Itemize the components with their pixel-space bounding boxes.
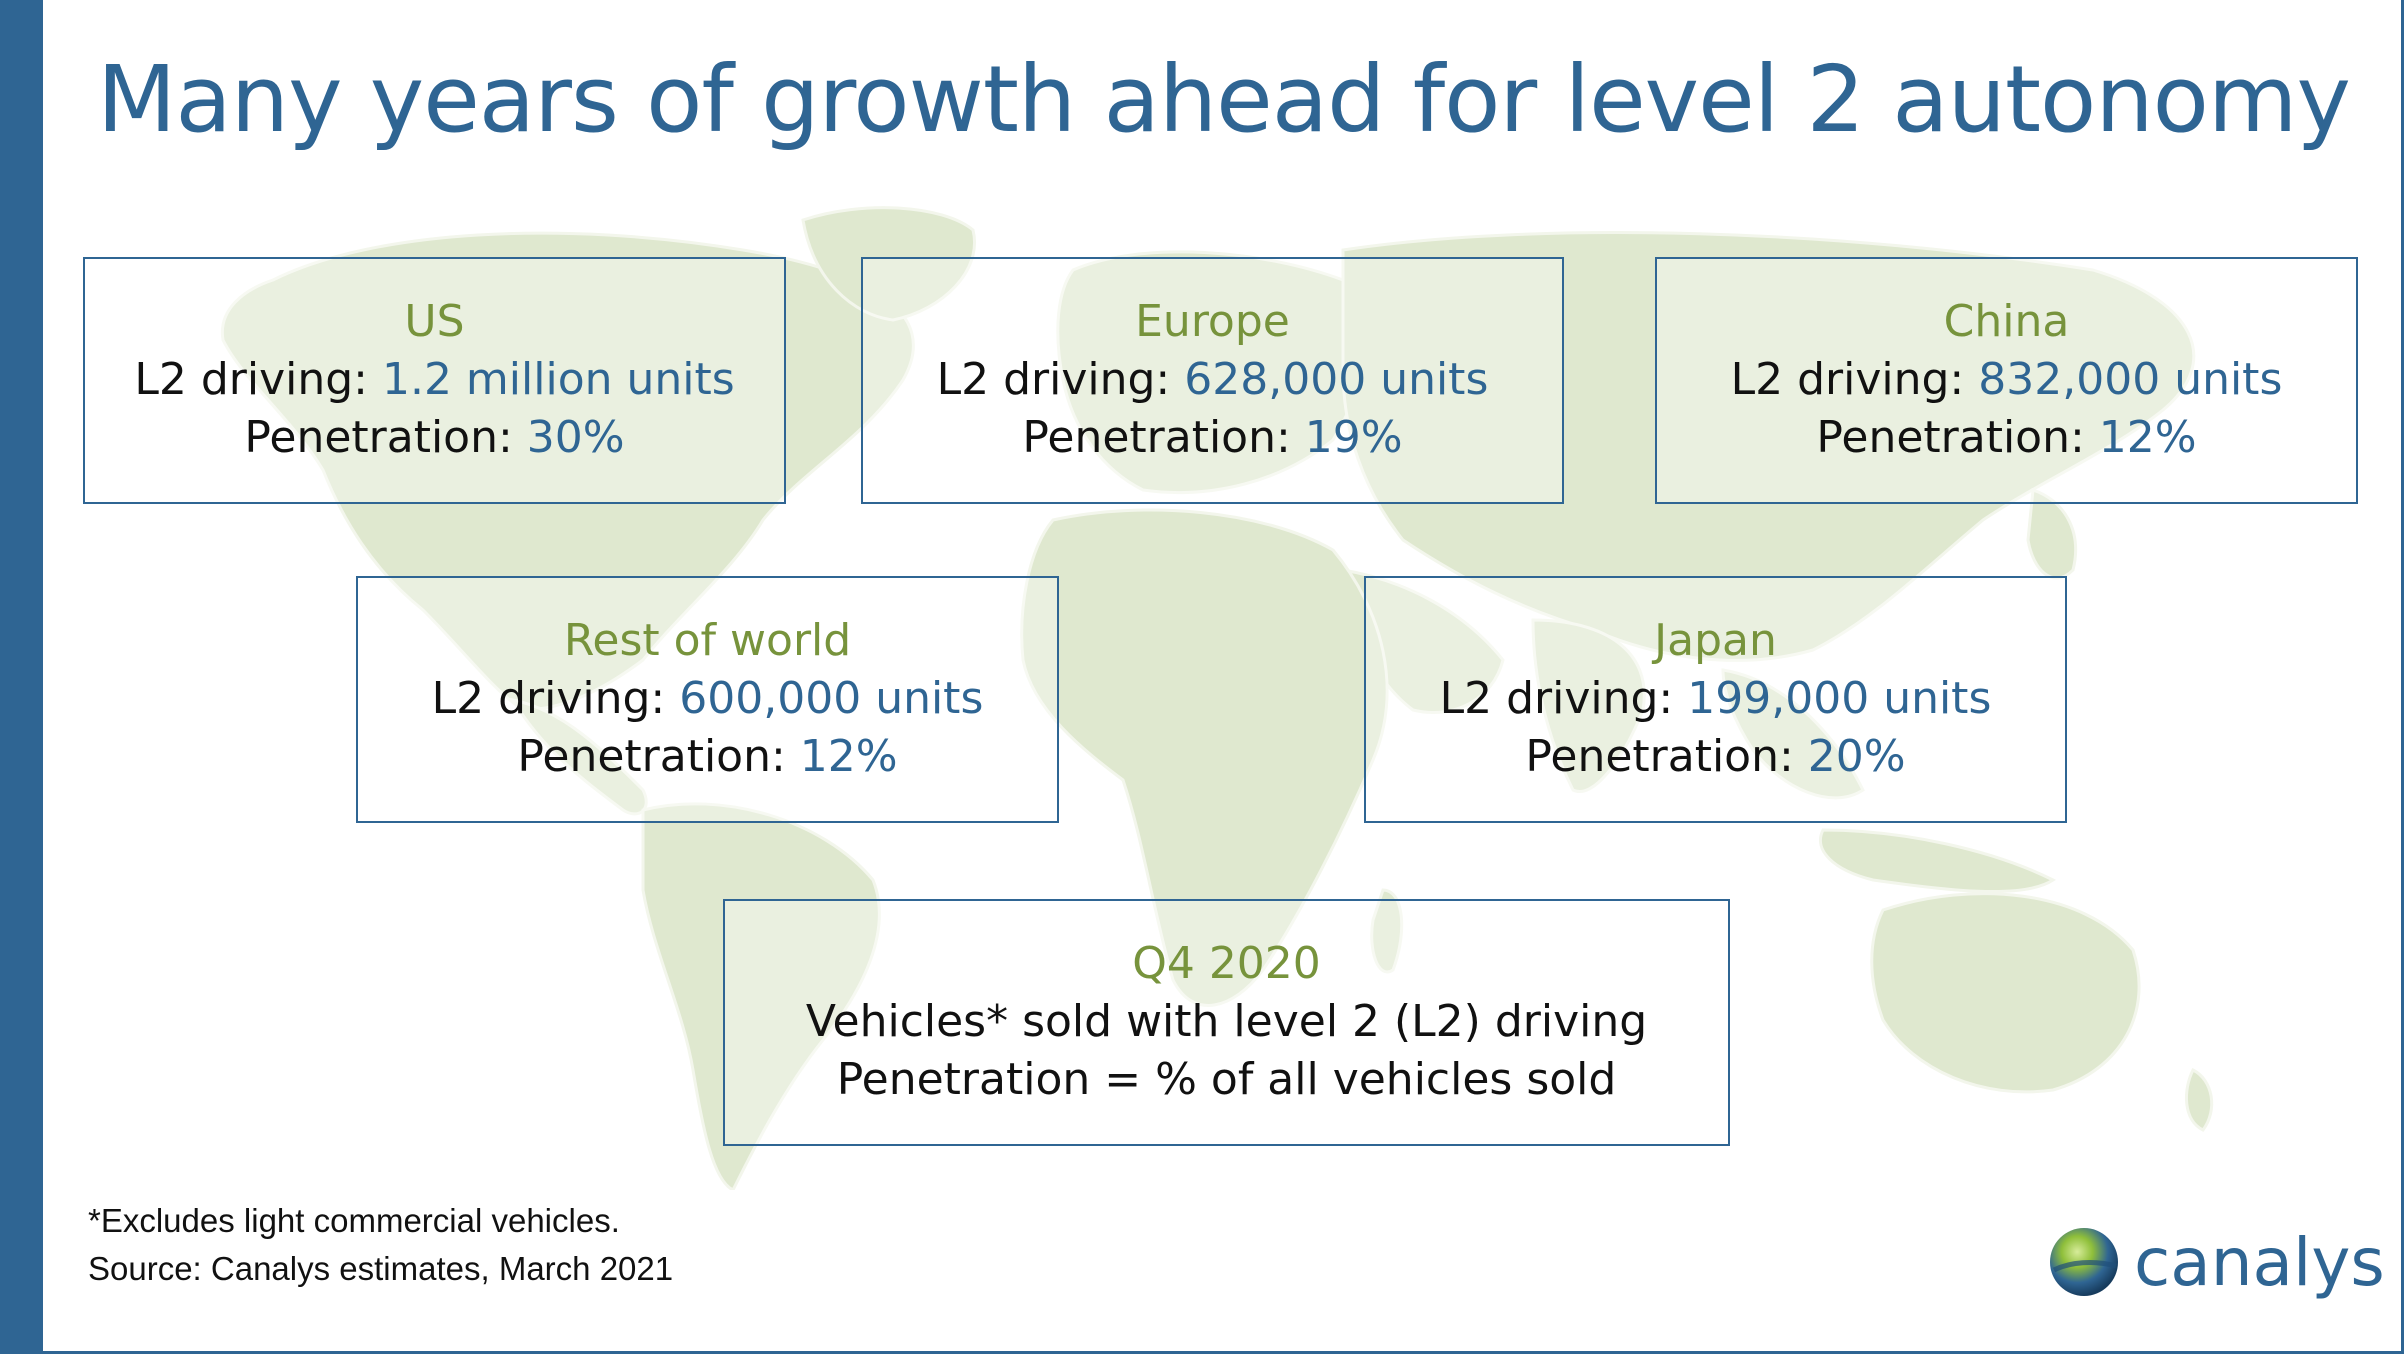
region-card-rest-of-world: Rest of world L2 driving: 600,000 units …	[356, 576, 1059, 823]
left-accent-bar	[0, 0, 43, 1354]
penetration-line: Penetration: 19%	[863, 409, 1562, 467]
l2-driving-label: L2 driving:	[1730, 354, 1979, 405]
l2-driving-label: L2 driving:	[431, 673, 680, 724]
bottom-border	[0, 1351, 2404, 1354]
map-africa	[1020, 508, 1389, 1007]
l2-driving-label: L2 driving:	[1439, 673, 1688, 724]
map-indonesia	[1819, 828, 2056, 894]
l2-driving-line: L2 driving: 628,000 units	[863, 351, 1562, 409]
region-card-china: China L2 driving: 832,000 units Penetrat…	[1655, 257, 2358, 504]
right-border	[2401, 0, 2404, 1354]
penetration-value: 19%	[1304, 412, 1403, 463]
region-name: Japan	[1654, 615, 1777, 666]
region-card-europe: Europe L2 driving: 628,000 units Penetra…	[861, 257, 1564, 504]
penetration-label: Penetration:	[1022, 412, 1305, 463]
globe-icon	[2050, 1228, 2118, 1296]
penetration-value: 12%	[2098, 412, 2197, 463]
legend-line-2: Penetration = % of all vehicles sold	[836, 1054, 1617, 1105]
l2-driving-value: 1.2 million units	[381, 354, 735, 405]
l2-driving-label: L2 driving:	[134, 354, 382, 405]
penetration-line: Penetration: 30%	[85, 409, 784, 467]
map-europe	[1056, 250, 1367, 494]
map-australia	[1870, 892, 2141, 1094]
penetration-line: Penetration: 20%	[1366, 728, 2065, 786]
legend-period: Q4 2020	[1132, 938, 1321, 989]
penetration-line: Penetration: 12%	[1657, 409, 2356, 467]
l2-driving-line: L2 driving: 600,000 units	[358, 670, 1057, 728]
region-name: Rest of world	[563, 615, 852, 666]
legend-card: Q4 2020 Vehicles* sold with level 2 (L2)…	[723, 899, 1730, 1146]
l2-driving-line: L2 driving: 832,000 units	[1657, 351, 2356, 409]
l2-driving-value: 628,000 units	[1184, 354, 1489, 405]
world-map-background	[220, 206, 2214, 1190]
l2-driving-value: 199,000 units	[1687, 673, 1992, 724]
map-greenland	[801, 206, 976, 322]
map-japan	[2026, 487, 2078, 580]
l2-driving-value: 832,000 units	[1978, 354, 2283, 405]
penetration-value: 20%	[1807, 731, 1906, 782]
penetration-label: Penetration:	[1816, 412, 2099, 463]
l2-driving-line: L2 driving: 1.2 million units	[85, 351, 784, 409]
penetration-value: 12%	[799, 731, 898, 782]
l2-driving-label: L2 driving:	[936, 354, 1185, 405]
map-north-america	[220, 231, 915, 712]
penetration-value: 30%	[526, 412, 625, 463]
penetration-label: Penetration:	[517, 731, 800, 782]
legend-line-1: Vehicles* sold with level 2 (L2) driving	[805, 996, 1648, 1047]
page-title: Many years of growth ahead for level 2 a…	[97, 46, 2351, 153]
logo-wordmark: canalys	[2134, 1223, 2385, 1301]
region-name: China	[1943, 296, 2070, 347]
l2-driving-line: L2 driving: 199,000 units	[1366, 670, 2065, 728]
footnote-note: *Excludes light commercial vehicles.	[88, 1202, 620, 1239]
footnote-source: Source: Canalys estimates, March 2021	[88, 1250, 674, 1287]
map-asia	[1341, 231, 2196, 662]
penetration-label: Penetration:	[244, 412, 527, 463]
penetration-label: Penetration:	[1525, 731, 1808, 782]
l2-driving-value: 600,000 units	[679, 673, 984, 724]
canalys-logo: canalys	[2048, 1222, 2385, 1302]
region-name: US	[404, 296, 465, 347]
region-card-japan: Japan L2 driving: 199,000 units Penetrat…	[1364, 576, 2067, 823]
penetration-line: Penetration: 12%	[358, 728, 1057, 786]
map-india	[1531, 618, 1646, 793]
region-name: Europe	[1135, 296, 1290, 347]
region-card-us: US L2 driving: 1.2 million units Penetra…	[83, 257, 786, 504]
map-new-zealand	[2184, 1067, 2214, 1132]
map-southeast-asia	[1721, 668, 1865, 800]
